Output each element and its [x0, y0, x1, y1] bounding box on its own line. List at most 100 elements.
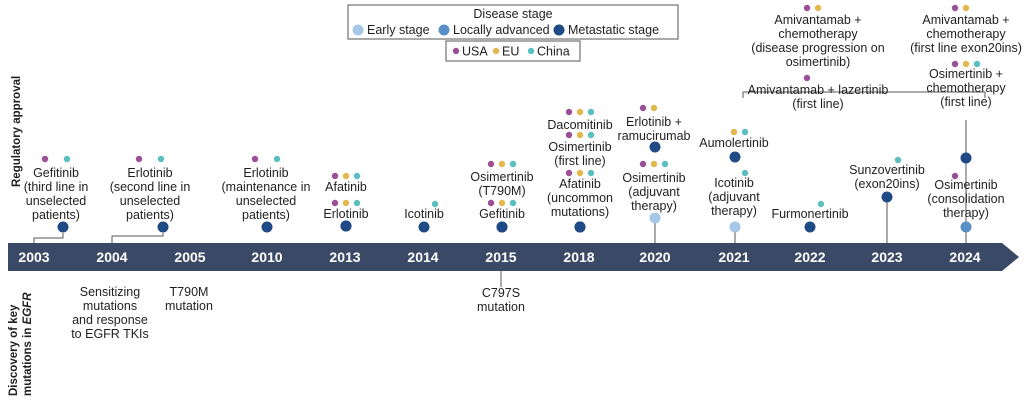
approval-label-line: (first line)	[554, 154, 605, 168]
approval-label-line: (first line exon20ins)	[910, 41, 1022, 55]
region-dot-eu	[576, 169, 584, 177]
year-label-2024: 2024	[949, 249, 980, 265]
approval-label-line: Osimertinib	[934, 178, 997, 192]
legend-early-marker	[352, 24, 364, 36]
legend-china-marker	[527, 47, 535, 55]
region-dot-eu	[730, 128, 738, 136]
approval-label-line: Afatinib	[559, 177, 601, 191]
region-dots	[951, 60, 981, 68]
stage-marker-metastatic	[649, 141, 661, 153]
region-dots	[730, 128, 749, 136]
approval-label-line: Gefitinib	[33, 166, 79, 180]
stage-marker-metastatic	[729, 151, 741, 163]
year-label-2014: 2014	[407, 249, 438, 265]
approval-gefitinib-2015: Gefitinib	[479, 199, 525, 233]
region-dot-usa	[41, 155, 49, 163]
approval-label-line: Osimertinib	[622, 171, 685, 185]
approval-label-line: (consolidation	[927, 192, 1004, 206]
legend-usa-marker	[452, 47, 460, 55]
region-dots	[951, 4, 970, 12]
legend-metastatic-marker	[553, 24, 565, 36]
approval-label-line: (second line in	[110, 180, 191, 194]
legend-locally-label: Locally advanced	[453, 23, 550, 37]
leader-2004	[111, 233, 164, 243]
discovery-label-line: to EGFR TKIs	[71, 327, 149, 341]
region-dot-china	[431, 200, 439, 208]
legend-stage-title: Disease stage	[473, 7, 552, 21]
region-dot-china	[353, 199, 361, 207]
discovery-label-line: mutations	[83, 299, 137, 313]
approval-label-line: osimertinib)	[786, 55, 851, 69]
region-dot-usa	[251, 155, 259, 163]
region-dot-usa	[803, 74, 811, 82]
region-dot-china	[741, 128, 749, 136]
axis-label-regulatory: Regulatory approval	[11, 76, 23, 187]
discovery-label-line: and response	[72, 313, 148, 327]
approval-erlotinib-2010: Erlotinib(maintenance inunselectedpatien…	[222, 155, 311, 233]
region-dot-china	[894, 156, 902, 164]
approval-label-line: (adjuvant	[708, 190, 760, 204]
approval-osimertinib-2018: Osimertinib(first line)	[548, 131, 612, 233]
region-dot-usa	[565, 131, 573, 139]
stage-marker-metastatic	[418, 221, 430, 233]
approval-label-line: Furmonertinib	[771, 207, 848, 221]
region-dots	[565, 131, 595, 139]
year-label-2004: 2004	[96, 249, 127, 265]
region-dot-usa	[487, 199, 495, 207]
year-label-2020: 2020	[639, 249, 670, 265]
region-dot-china	[273, 155, 281, 163]
legend-eu-label: EU	[502, 45, 519, 59]
region-dot-china	[353, 172, 361, 180]
region-dot-china	[661, 160, 669, 168]
approval-icotinib-2014: Icotinib	[404, 200, 444, 233]
region-dot-usa	[639, 160, 647, 168]
approval-label-line: Erlotinib	[323, 207, 368, 221]
approval-label-line: ramucirumab	[618, 129, 691, 143]
region-dot-usa	[951, 60, 959, 68]
region-dots	[487, 160, 517, 168]
legend-early-label: Early stage	[367, 23, 430, 37]
year-label-2005: 2005	[174, 249, 205, 265]
approval-label-line: (adjuvant	[628, 185, 680, 199]
region-dots	[487, 199, 517, 207]
region-dots	[817, 200, 825, 208]
approval-label-line: Osimertinib	[470, 170, 533, 184]
region-dot-eu	[342, 199, 350, 207]
approval-label-line: chemotherapy	[926, 27, 1006, 41]
timeline-bar	[8, 243, 1019, 271]
year-label-2010: 2010	[251, 249, 282, 265]
approval-label-line: Erlotinib	[243, 166, 288, 180]
approval-label-line: Sunzovertinib	[849, 163, 925, 177]
region-dots	[565, 169, 595, 177]
stage-marker-metastatic	[340, 220, 352, 232]
region-dots	[41, 155, 71, 163]
stage-marker-early	[649, 212, 661, 224]
region-dots	[639, 104, 658, 112]
legend-metastatic-label: Metastatic stage	[568, 23, 659, 37]
approval-label-line: (T790M)	[478, 184, 525, 198]
approval-label-line: (third line in	[24, 180, 89, 194]
year-label-2015: 2015	[485, 249, 516, 265]
stage-marker-metastatic	[881, 191, 893, 203]
region-dot-china	[973, 60, 981, 68]
approval-label-line: Erlotinib	[127, 166, 172, 180]
approval-label-line: Afatinib	[325, 180, 367, 194]
approval-label-line: (maintenance in	[222, 180, 311, 194]
region-dots	[803, 4, 822, 12]
region-dot-usa	[951, 172, 959, 180]
region-dot-usa	[639, 104, 647, 112]
discovery-label-line: C797S	[482, 286, 520, 300]
region-dot-usa	[487, 160, 495, 168]
approval-label-line: Icotinib	[404, 207, 444, 221]
approval-label-line: mutations)	[551, 205, 609, 219]
stage-marker-metastatic	[574, 221, 586, 233]
discovery-label-line: T790M	[170, 285, 209, 299]
approval-label-line: patients)	[126, 208, 174, 222]
